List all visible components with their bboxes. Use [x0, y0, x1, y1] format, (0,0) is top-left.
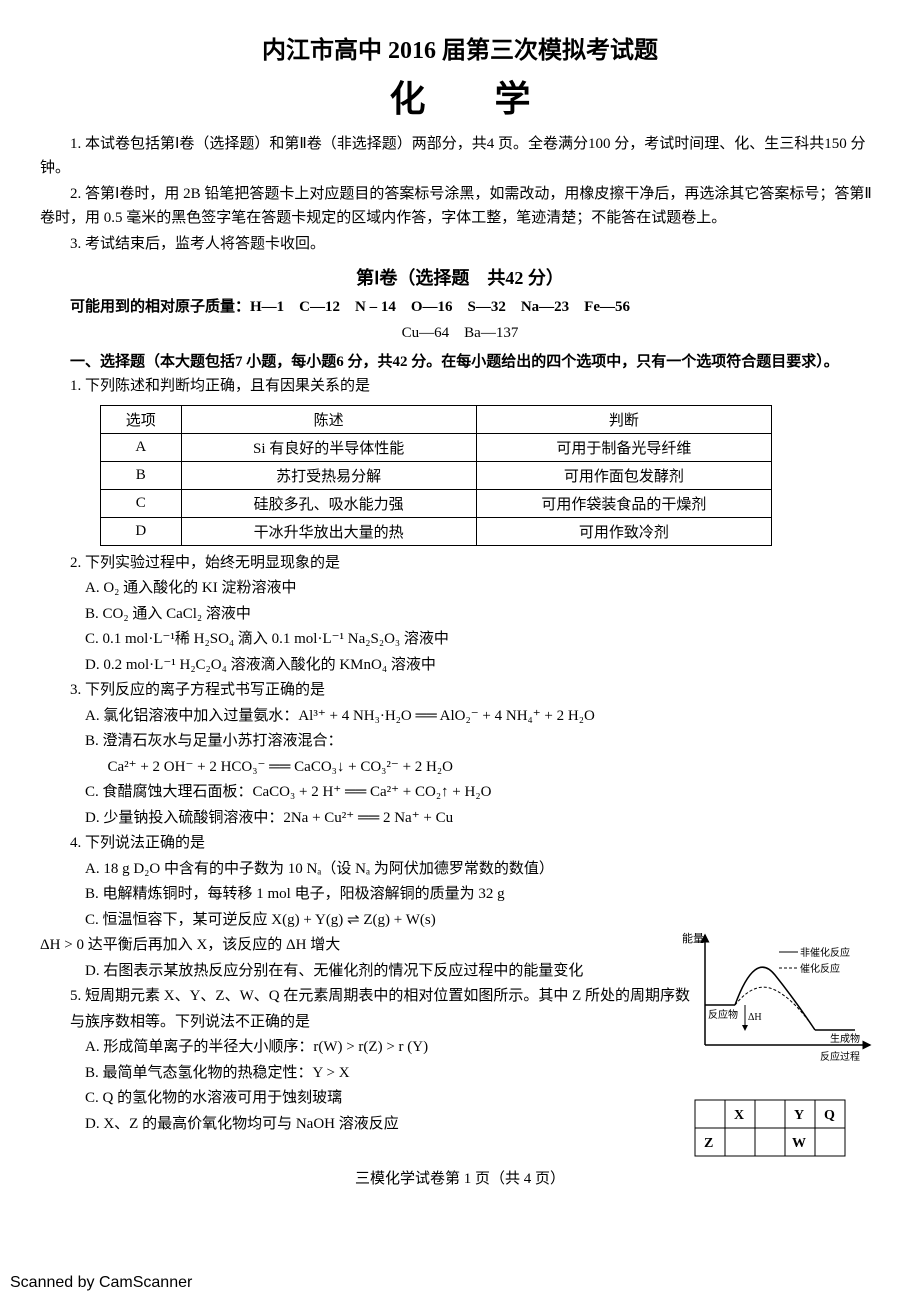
- q4-d: D. 右图表示某放热反应分别在有、无催化剂的情况下反应过程中的能量变化: [85, 959, 690, 985]
- energy-diagram: 能量 非催化反应 催化反应 反应物 ΔH 生成物 反应过程: [680, 930, 880, 1070]
- q4-c: C. 恒温恒容下，某可逆反应 X(g) + Y(g) ⇌ Z(g) + W(s): [85, 908, 690, 934]
- cell: 可用作致冷剂: [476, 517, 771, 545]
- q4-stem: 4. 下列说法正确的是: [70, 831, 690, 857]
- cell: 干冰升华放出大量的热: [181, 517, 476, 545]
- cell: 可用作面包发酵剂: [476, 461, 771, 489]
- q2-stem: 2. 下列实验过程中，始终无明显现象的是: [70, 551, 880, 577]
- cell: 可用于制备光导纤维: [476, 433, 771, 461]
- th-judgment: 判断: [476, 405, 771, 433]
- x-axis-label: 反应过程: [820, 1050, 860, 1063]
- scanner-watermark: Scanned by CamScanner: [10, 1274, 192, 1292]
- q3-b: B. 澄清石灰水与足量小苏打溶液混合：: [85, 729, 880, 755]
- table-row: A Si 有良好的半导体性能 可用于制备光导纤维: [101, 433, 772, 461]
- atomic-masses-line2: Cu—64 Ba—137: [40, 321, 880, 342]
- catalyzed-label: 催化反应: [800, 962, 840, 975]
- q5-d: D. X、Z 的最高价氧化物均可与 NaOH 溶液反应: [85, 1112, 690, 1138]
- instruction-1: 1. 本试卷包括第Ⅰ卷（选择题）和第Ⅱ卷（非选择题）两部分，共4 页。全卷满分1…: [40, 132, 880, 180]
- cell: Si 有良好的半导体性能: [181, 433, 476, 461]
- table-row: C 硅胶多孔、吸水能力强 可用作袋装食品的干燥剂: [101, 489, 772, 517]
- q2-d: D. 0.2 mol·L⁻¹ H₂C₂O₄ 溶液滴入酸化的 KMnO₄ 溶液中: [85, 653, 880, 679]
- q5-c: C. Q 的氢化物的水溶液可用于蚀刻玻璃: [85, 1086, 690, 1112]
- q4-b: B. 电解精炼铜时，每转移 1 mol 电子，阳极溶解铜的质量为 32 g: [85, 882, 690, 908]
- th-statement: 陈述: [181, 405, 476, 433]
- non-catalyzed-label: 非催化反应: [800, 946, 850, 959]
- q4-c2: ΔH > 0 达平衡后再加入 X，该反应的 ΔH 增大: [40, 933, 690, 959]
- q5-b: B. 最简单气态氢化物的热稳定性：Y > X: [85, 1061, 690, 1087]
- instruction-2: 2. 答第Ⅰ卷时，用 2B 铅笔把答题卡上对应题目的答案标号涂黑，如需改动，用橡…: [40, 182, 880, 230]
- q3-stem: 3. 下列反应的离子方程式书写正确的是: [70, 678, 880, 704]
- y-axis-label: 能量: [682, 931, 704, 945]
- table-row: 选项 陈述 判断: [101, 405, 772, 433]
- q3-a: A. 氯化铝溶液中加入过量氨水：Al³⁺ + 4 NH₃·H₂O ══ AlO₂…: [85, 704, 880, 730]
- cell: B: [101, 461, 182, 489]
- cell-x: X: [734, 1108, 744, 1123]
- product-label: 生成物: [830, 1032, 860, 1045]
- cell-w: W: [792, 1136, 806, 1151]
- q1-table: 选项 陈述 判断 A Si 有良好的半导体性能 可用于制备光导纤维 B 苏打受热…: [100, 405, 772, 546]
- section-1-heading: 第Ⅰ卷（选择题 共42 分）: [40, 264, 880, 290]
- delta-h-label: ΔH: [748, 1012, 762, 1023]
- q5-a: A. 形成简单离子的半径大小顺序：r(W) > r(Z) > r (Y): [85, 1035, 690, 1061]
- cell: 硅胶多孔、吸水能力强: [181, 489, 476, 517]
- cell: 苏打受热易分解: [181, 461, 476, 489]
- cell-q: Q: [824, 1108, 835, 1123]
- table-row: D 干冰升华放出大量的热 可用作致冷剂: [101, 517, 772, 545]
- cell-z: Z: [704, 1136, 713, 1151]
- atomic-masses-line1: 可能用到的相对原子质量：H—1 C—12 N – 14 O—16 S—32 Na…: [40, 295, 880, 316]
- cell: A: [101, 433, 182, 461]
- part-1-heading: 一、选择题（本大题包括7 小题，每小题6 分，共42 分。在每小题给出的四个选项…: [40, 350, 880, 374]
- q2-c: C. 0.1 mol·L⁻¹稀 H₂SO₄ 滴入 0.1 mol·L⁻¹ Na₂…: [85, 627, 880, 653]
- cell: 可用作袋装食品的干燥剂: [476, 489, 771, 517]
- exam-title: 内江市高中 2016 届第三次模拟考试题: [40, 30, 880, 65]
- q2-a: A. O₂ 通入酸化的 KI 淀粉溶液中: [85, 576, 880, 602]
- q2-b: B. CO₂ 通入 CaCl₂ 溶液中: [85, 602, 880, 628]
- cell: D: [101, 517, 182, 545]
- th-option: 选项: [101, 405, 182, 433]
- q3-b2: Ca²⁺ + 2 OH⁻ + 2 HCO₃⁻ ══ CaCO₃↓ + CO₃²⁻…: [108, 755, 881, 781]
- cell-y: Y: [794, 1108, 804, 1123]
- q3-c: C. 食醋腐蚀大理石面板：CaCO₃ + 2 H⁺ ══ Ca²⁺ + CO₂↑…: [85, 780, 880, 806]
- periodic-table-fragment: X Y Q Z W: [690, 1095, 870, 1165]
- q3-d: D. 少量钠投入硫酸铜溶液中：2Na + Cu²⁺ ══ 2 Na⁺ + Cu: [85, 806, 880, 832]
- cell: C: [101, 489, 182, 517]
- q5-stem: 5. 短周期元素 X、Y、Z、W、Q 在元素周期表中的相对位置如图所示。其中 Z…: [70, 984, 690, 1035]
- q4-a: A. 18 g D₂O 中含有的中子数为 10 Nₐ（设 Nₐ 为阿伏加德罗常数…: [85, 857, 690, 883]
- q1-stem: 1. 下列陈述和判断均正确，且有因果关系的是: [70, 374, 880, 400]
- instruction-3: 3. 考试结束后，监考人将答题卡收回。: [40, 232, 880, 256]
- subject-title: 化 学: [40, 70, 880, 122]
- table-row: B 苏打受热易分解 可用作面包发酵剂: [101, 461, 772, 489]
- reactant-label: 反应物: [708, 1008, 738, 1021]
- page-footer: 三模化学试卷第 1 页（共 4 页）: [40, 1167, 880, 1188]
